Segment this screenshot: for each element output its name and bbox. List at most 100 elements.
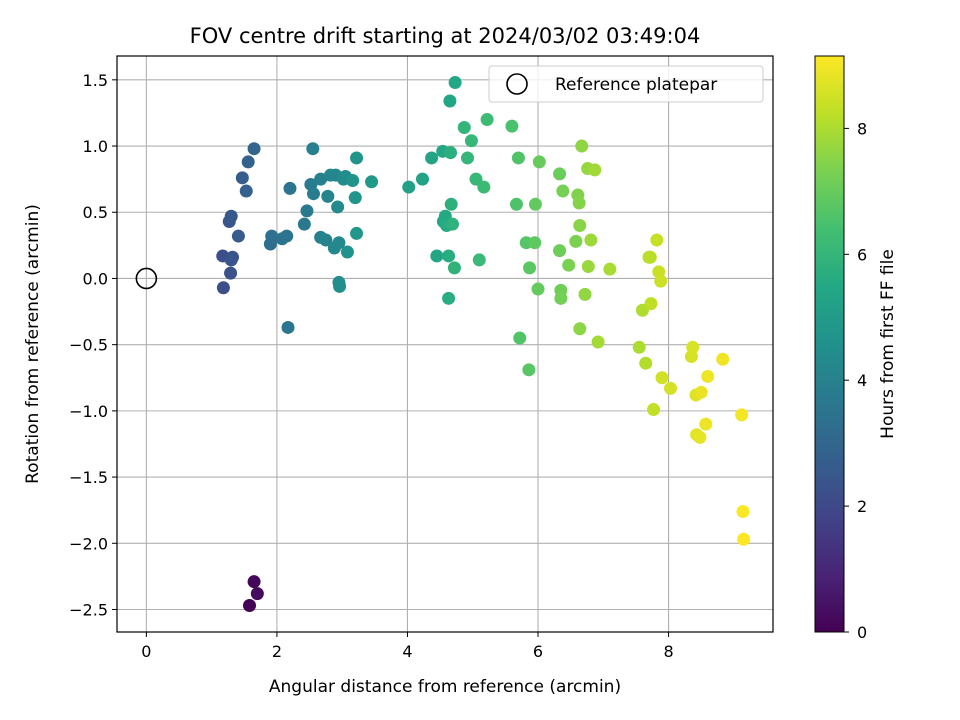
data-point — [464, 134, 478, 148]
y-tick-label: −1.5 — [69, 468, 108, 487]
data-point — [321, 189, 335, 203]
data-point — [553, 244, 567, 258]
data-point — [250, 587, 264, 601]
legend-entry-reference: Reference platepar — [555, 75, 717, 95]
data-point — [505, 119, 519, 133]
data-point — [444, 197, 458, 211]
x-tick-label: 6 — [533, 642, 543, 661]
data-point — [224, 266, 238, 280]
data-point — [480, 113, 494, 127]
colorbar-tick-label: 8 — [857, 119, 867, 138]
data-point — [562, 258, 576, 272]
data-point — [532, 155, 546, 169]
data-points — [216, 75, 751, 613]
colorbar: 0 2 4 6 8 Hours from first FF file — [814, 55, 898, 642]
data-point — [265, 229, 279, 243]
data-point — [588, 163, 602, 177]
data-point — [643, 250, 657, 264]
data-point — [402, 180, 416, 194]
data-point — [578, 287, 592, 301]
y-axis-ticks: 1.5 1.0 0.5 0.0 −0.5 −1.0 −1.5 −2.0 −2.5 — [69, 71, 117, 619]
data-point — [280, 229, 294, 243]
data-point — [247, 575, 261, 589]
data-point — [241, 155, 255, 169]
data-point — [447, 261, 461, 275]
data-point — [461, 151, 475, 165]
data-point — [737, 532, 751, 546]
colorbar-label: Hours from first FF file — [878, 249, 898, 439]
data-point — [297, 217, 311, 231]
y-tick-label: −2.0 — [69, 534, 108, 553]
data-point — [513, 331, 527, 345]
colorbar-tick-label: 0 — [857, 623, 867, 642]
x-tick-label: 0 — [141, 642, 151, 661]
data-point — [224, 209, 238, 223]
chart-title: FOV centre drift starting at 2024/03/02 … — [190, 24, 701, 48]
data-point — [442, 249, 456, 263]
data-point — [699, 417, 713, 431]
data-point — [511, 151, 525, 165]
data-point — [444, 146, 458, 160]
data-point — [319, 233, 333, 247]
data-point — [575, 139, 589, 153]
data-point — [581, 260, 595, 274]
data-point — [365, 175, 379, 189]
data-point — [239, 184, 253, 198]
data-point — [415, 172, 429, 186]
data-point — [554, 291, 568, 305]
data-point — [300, 204, 314, 218]
data-point — [694, 385, 708, 399]
data-point — [348, 191, 362, 205]
data-point — [572, 196, 586, 210]
x-tick-label: 4 — [402, 642, 412, 661]
data-point — [569, 234, 583, 248]
y-tick-label: 1.0 — [83, 137, 108, 156]
data-point — [448, 75, 462, 89]
data-point — [443, 94, 457, 108]
data-point — [591, 335, 605, 349]
data-point — [332, 236, 346, 250]
colorbar-tick-label: 4 — [857, 371, 867, 390]
x-tick-label: 8 — [663, 642, 673, 661]
data-point — [654, 274, 668, 288]
data-point — [693, 430, 707, 444]
y-tick-label: 0.0 — [83, 269, 108, 288]
data-point — [346, 173, 360, 187]
colorbar-tick-label: 6 — [857, 245, 867, 264]
data-point — [235, 171, 249, 185]
data-point — [446, 217, 460, 231]
data-point — [655, 371, 669, 385]
data-point — [553, 167, 567, 181]
data-point — [650, 233, 664, 247]
data-point — [716, 352, 730, 366]
y-tick-label: 0.5 — [83, 203, 108, 222]
data-point — [477, 180, 491, 194]
data-point — [243, 599, 257, 613]
y-tick-label: 1.5 — [83, 71, 108, 90]
data-point — [736, 505, 750, 519]
data-point — [314, 172, 328, 186]
data-point — [647, 403, 661, 417]
data-point — [632, 340, 646, 354]
data-point — [331, 200, 345, 214]
data-point — [509, 197, 523, 211]
y-axis-label: Rotation from reference (arcmin) — [23, 204, 43, 484]
data-point — [556, 184, 570, 198]
data-point — [528, 197, 542, 211]
x-axis-ticks: 0 2 4 6 8 — [141, 632, 674, 661]
data-point — [584, 233, 598, 247]
data-point — [639, 356, 653, 370]
colorbar-tick-label: 2 — [857, 497, 867, 516]
data-point — [573, 218, 587, 232]
data-point — [573, 322, 587, 336]
data-point — [701, 369, 715, 383]
data-point — [350, 226, 364, 240]
data-point — [522, 363, 536, 377]
data-point — [735, 408, 749, 422]
x-tick-label: 2 — [272, 642, 282, 661]
colorbar-ticks: 0 2 4 6 8 — [844, 119, 867, 642]
data-point — [686, 340, 700, 354]
data-point — [664, 381, 678, 395]
x-axis-label: Angular distance from reference (arcmin) — [269, 677, 621, 697]
